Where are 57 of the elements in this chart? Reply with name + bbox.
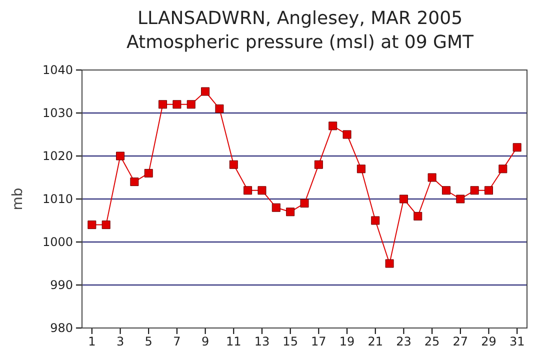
point bbox=[442, 186, 450, 195]
point bbox=[116, 152, 125, 160]
point bbox=[414, 212, 422, 220]
y-tick-label: 1030 bbox=[42, 106, 73, 120]
x-tick-label: 13 bbox=[254, 334, 270, 349]
x-tick-label: 19 bbox=[339, 334, 355, 349]
y-tick-label: 980 bbox=[50, 320, 73, 335]
point bbox=[470, 186, 479, 195]
point bbox=[215, 104, 224, 113]
point bbox=[484, 186, 493, 195]
point bbox=[286, 208, 295, 216]
x-tick-label: 31 bbox=[509, 334, 525, 349]
point bbox=[428, 173, 436, 182]
point bbox=[201, 87, 210, 96]
point bbox=[186, 100, 196, 109]
point bbox=[272, 203, 280, 212]
point bbox=[342, 130, 352, 139]
x-tick-label: 23 bbox=[396, 334, 412, 349]
point bbox=[88, 220, 96, 230]
chart-subtitle: Atmospheric pressure (msl) at 09 GMT bbox=[126, 32, 474, 53]
point bbox=[300, 199, 309, 208]
x-tick-label: 3 bbox=[116, 334, 124, 349]
x-tick-label: 9 bbox=[201, 334, 210, 349]
point bbox=[258, 186, 266, 195]
x-tick-label: 25 bbox=[424, 334, 440, 349]
point bbox=[385, 259, 394, 268]
x-tick-label: 29 bbox=[481, 334, 496, 349]
point bbox=[144, 168, 153, 178]
x-tick-label: 17 bbox=[311, 334, 326, 349]
x-tick-label: 7 bbox=[173, 334, 181, 349]
x-tick-label: 5 bbox=[144, 334, 152, 349]
point bbox=[158, 100, 168, 109]
point bbox=[371, 216, 380, 225]
point bbox=[456, 194, 465, 204]
x-tick-label: 11 bbox=[226, 334, 242, 349]
y-tick-label: 1020 bbox=[42, 148, 73, 163]
point bbox=[244, 186, 252, 195]
x-tick-label: 15 bbox=[282, 334, 298, 349]
x-tick-label: 1 bbox=[88, 334, 96, 349]
point bbox=[314, 160, 323, 169]
point bbox=[328, 122, 338, 130]
point bbox=[356, 164, 366, 174]
x-tick-label: 27 bbox=[452, 334, 468, 349]
chart-title: LLANSADWRN, Anglesey, MAR 2005 bbox=[137, 8, 463, 29]
y-axis-title: mb bbox=[10, 188, 26, 210]
point bbox=[130, 178, 139, 186]
y-tick-label: 990 bbox=[50, 278, 73, 292]
y-tick-label: 1040 bbox=[42, 62, 73, 77]
point bbox=[172, 100, 182, 109]
point bbox=[399, 194, 408, 204]
point bbox=[512, 143, 522, 152]
y-tick-label: 1000 bbox=[42, 234, 73, 249]
y-tick-label: 1010 bbox=[42, 192, 73, 206]
point bbox=[102, 220, 110, 230]
x-tick-label: 21 bbox=[368, 334, 383, 349]
point bbox=[229, 160, 238, 169]
point bbox=[498, 164, 508, 174]
